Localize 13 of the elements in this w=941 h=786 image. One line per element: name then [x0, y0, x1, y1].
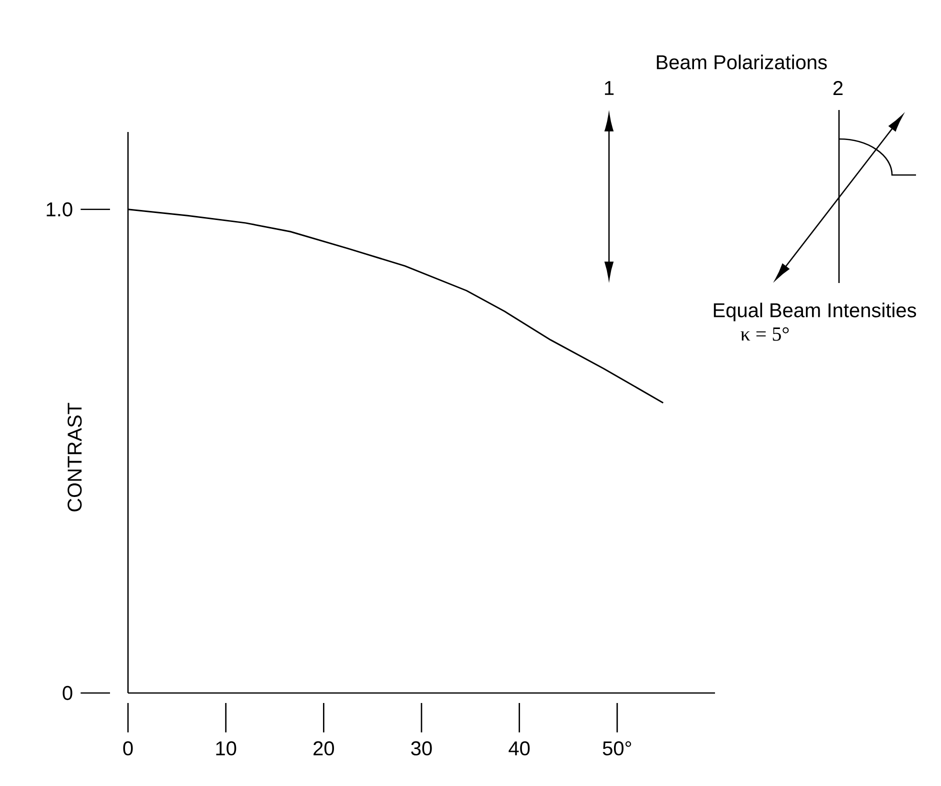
- y-axis-title: CONTRAST: [68, 402, 82, 512]
- annotation: Equal Beam Intensities: [714, 302, 916, 322]
- x-tick-label: 50°: [602, 741, 632, 756]
- y-tick-label: 1.0: [46, 202, 72, 216]
- text: Beam Polarizations: [656, 54, 827, 70]
- text: 2: [833, 81, 843, 95]
- text: 1: [604, 81, 614, 95]
- x-tick-label: 20: [314, 741, 334, 756]
- x-tick-label: 40: [508, 741, 530, 756]
- x-tick-label: 30: [411, 741, 432, 756]
- x-tick-label: 0: [123, 741, 133, 756]
- text: κ = 5°: [740, 327, 789, 341]
- x-tick-label: 10: [216, 741, 236, 756]
